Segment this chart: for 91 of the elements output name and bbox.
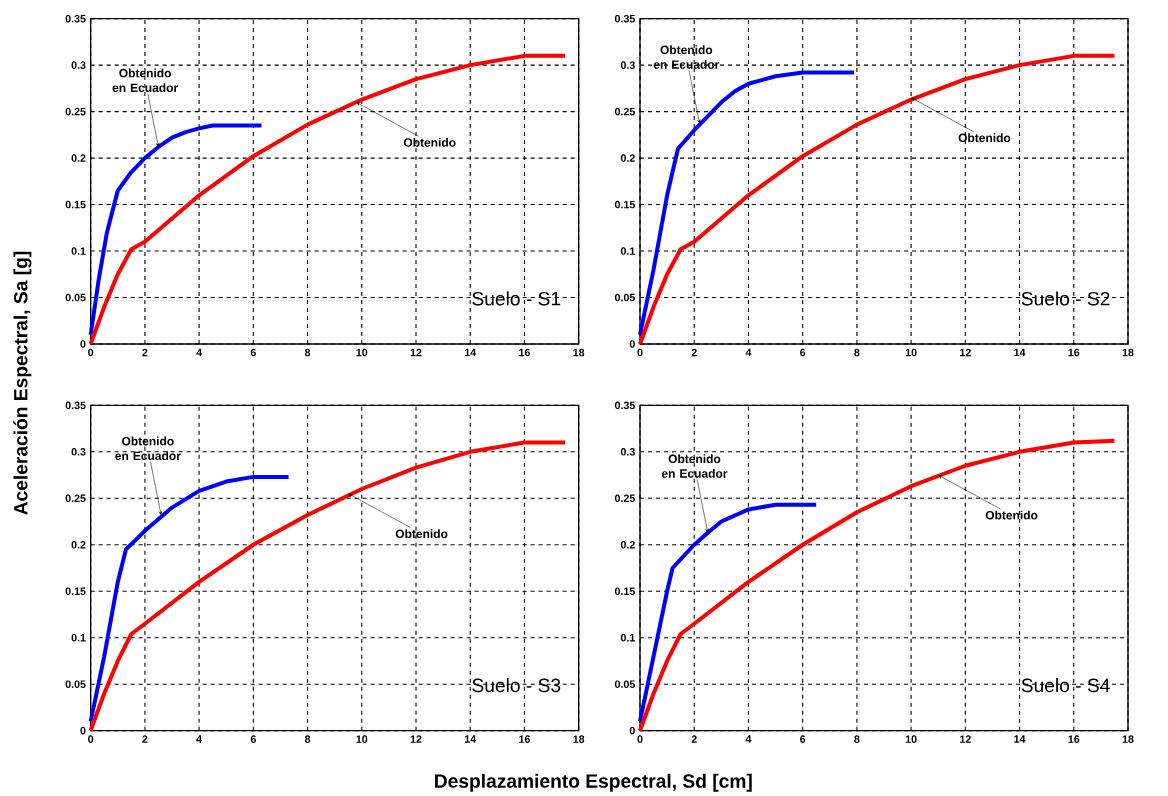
y-tick-label: 0.1 xyxy=(71,247,86,255)
annotation: Obtenido en Ecuador xyxy=(112,68,178,92)
x-tick-label: 14 xyxy=(1014,348,1026,356)
y-tick-label: 0.3 xyxy=(71,447,86,456)
x-tick-label: 14 xyxy=(464,735,477,743)
x-tick-label: 18 xyxy=(1122,735,1134,743)
x-tick-label: 10 xyxy=(356,735,368,743)
x-tick-label: 10 xyxy=(905,348,917,357)
x-tick-label: 18 xyxy=(1122,348,1134,357)
y-tick-label: 0.25 xyxy=(614,107,635,116)
y-tick-label: 0.05 xyxy=(65,680,86,688)
x-tick-label: 18 xyxy=(573,735,585,743)
y-tick-label: 0.1 xyxy=(620,247,635,255)
x-tick-label: 2 xyxy=(691,348,697,357)
y-tick-label: 0.25 xyxy=(65,494,86,503)
annotation: Obtenido xyxy=(958,133,1011,143)
x-axis-title: Desplazamiento Espectral, Sd [cm] xyxy=(435,773,752,792)
annotation: Obtenido en Ecuador xyxy=(653,45,720,69)
x-tick-label: 6 xyxy=(250,735,256,743)
y-tick-label: 0.1 xyxy=(620,633,635,642)
y-tick-label: 0.2 xyxy=(71,540,86,549)
x-tick-label: 0 xyxy=(88,348,94,357)
annotation: Obtenido en Ecuador xyxy=(115,436,181,461)
y-tick-label: 0.25 xyxy=(65,107,86,116)
y-tick-label: 0.05 xyxy=(614,293,635,302)
y-tick-label: 0.35 xyxy=(614,14,635,23)
x-tick-label: 4 xyxy=(745,348,752,356)
x-tick-label: 12 xyxy=(960,348,971,357)
x-tick-label: 4 xyxy=(196,735,203,743)
y-tick-label: 0.35 xyxy=(65,401,86,410)
y-tick-label: 0.2 xyxy=(620,154,635,162)
x-tick-label: 8 xyxy=(854,348,860,357)
x-tick-label: 16 xyxy=(1068,735,1080,743)
x-tick-label: 12 xyxy=(410,348,422,357)
line-series xyxy=(638,438,1117,733)
x-tick-label: 4 xyxy=(196,348,203,356)
y-tick-label: 0.15 xyxy=(614,587,635,595)
y-tick-label: 0.1 xyxy=(71,633,86,642)
y-axis-title: Aceleración Espectral, Sa [g] xyxy=(13,251,32,515)
y-tick-label: 0.15 xyxy=(65,587,86,595)
y-tick-label: 0.25 xyxy=(614,494,635,503)
y-tick-label: 0.3 xyxy=(71,61,86,69)
y-tick-label: 0 xyxy=(80,726,86,735)
x-tick-label: 8 xyxy=(854,735,860,743)
y-tick-label: 0.3 xyxy=(620,447,635,456)
x-tick-label: 14 xyxy=(464,348,477,356)
y-tick-label: 0.2 xyxy=(71,154,86,162)
x-tick-label: 8 xyxy=(304,348,311,357)
x-tick-label: 6 xyxy=(800,735,806,743)
x-tick-label: 16 xyxy=(1068,348,1080,357)
y-tick-label: 0 xyxy=(629,340,635,348)
annotation: Suelo - S1 xyxy=(472,291,561,306)
x-tick-label: 16 xyxy=(519,735,530,743)
annotation: Obtenido xyxy=(403,137,456,147)
annotation: Obtenido en Ecuador xyxy=(661,454,728,478)
x-tick-label: 10 xyxy=(905,735,917,743)
y-tick-label: 0.05 xyxy=(65,293,86,302)
y-tick-label: 0.15 xyxy=(614,200,635,209)
y-tick-label: 0.35 xyxy=(614,401,635,410)
x-tick-label: 2 xyxy=(142,348,148,357)
x-tick-label: 10 xyxy=(356,348,368,357)
line-series xyxy=(88,474,291,724)
x-tick-label: 4 xyxy=(745,735,752,743)
x-tick-label: 6 xyxy=(800,348,806,357)
x-tick-label: 2 xyxy=(691,735,697,743)
annotation: Obtenido xyxy=(985,510,1038,520)
x-tick-label: 0 xyxy=(637,735,643,743)
x-tick-label: 12 xyxy=(410,735,422,743)
x-tick-label: 0 xyxy=(637,348,643,357)
x-tick-label: 2 xyxy=(142,735,148,743)
y-tick-label: 0.2 xyxy=(620,540,635,549)
y-tick-label: 0.15 xyxy=(65,200,86,209)
line-series xyxy=(638,53,1117,346)
annotation: Obtenido xyxy=(395,529,448,538)
x-tick-label: 8 xyxy=(304,735,311,743)
annotation: Suelo - S3 xyxy=(472,678,561,693)
y-tick-label: 0.35 xyxy=(65,14,86,23)
x-tick-label: 16 xyxy=(519,348,530,357)
line-series xyxy=(88,123,264,337)
annotation: Suelo - S2 xyxy=(1021,291,1110,306)
x-tick-label: 0 xyxy=(88,735,94,743)
line-series xyxy=(88,53,568,346)
y-tick-label: 0 xyxy=(629,726,635,735)
x-tick-label: 12 xyxy=(960,735,971,743)
x-tick-label: 6 xyxy=(250,348,256,357)
y-tick-label: 0 xyxy=(80,340,86,348)
x-tick-label: 14 xyxy=(1014,735,1026,743)
y-tick-label: 0.05 xyxy=(614,680,635,688)
y-tick-label: 0.3 xyxy=(620,61,635,69)
annotation: Suelo - S4 xyxy=(1021,678,1110,693)
x-tick-label: 18 xyxy=(573,348,585,357)
